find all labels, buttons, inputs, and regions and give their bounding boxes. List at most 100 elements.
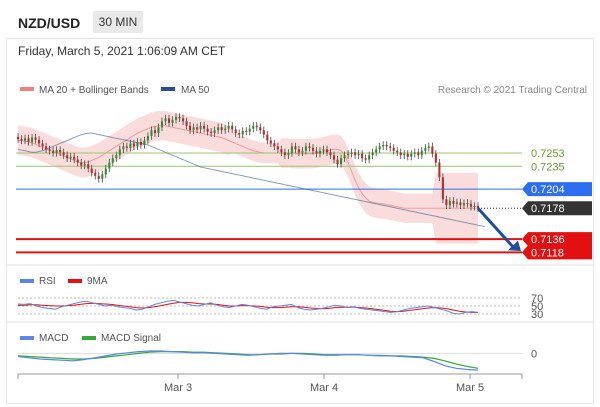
candle <box>350 152 353 154</box>
candle <box>403 153 406 156</box>
candle <box>378 146 381 150</box>
candle <box>340 158 343 165</box>
timeframe-badge[interactable]: 30 MIN <box>93 11 143 33</box>
candle <box>290 146 293 154</box>
candle <box>55 150 58 154</box>
candle <box>301 150 304 153</box>
candle <box>273 143 276 147</box>
candle <box>132 143 135 147</box>
legend-macd-swatch <box>20 336 34 340</box>
candle <box>234 129 237 134</box>
candle <box>325 149 329 153</box>
candle <box>129 143 132 148</box>
candle <box>174 116 178 120</box>
candle <box>476 206 480 209</box>
candle <box>420 150 423 156</box>
candle <box>192 127 195 131</box>
candle <box>111 158 114 163</box>
candle <box>189 125 192 131</box>
candle <box>238 133 241 135</box>
candle <box>118 149 121 156</box>
candle <box>125 146 128 148</box>
level-badge-5 <box>522 245 592 260</box>
candle <box>224 128 227 131</box>
legend-ma50-swatch <box>161 87 175 91</box>
projection-arrow-head <box>508 240 521 251</box>
candle <box>297 149 300 153</box>
candle <box>104 168 107 175</box>
macd-tick-label: 0 <box>531 348 537 360</box>
rsi-tick-label: 50 <box>531 301 543 313</box>
candle <box>210 131 213 134</box>
candle <box>143 140 146 145</box>
candle <box>206 128 209 132</box>
candle <box>434 153 437 163</box>
candle <box>413 152 416 154</box>
level-label-2: 0.7204 <box>531 184 565 196</box>
legend-rsi-label: RSI <box>39 276 56 287</box>
candle <box>259 127 262 131</box>
candle <box>59 150 62 153</box>
timestamp: Friday, March 5, 2021 1:06:09 AM CET <box>18 44 226 58</box>
legend-rsi-swatch <box>20 279 34 283</box>
candle <box>157 127 160 134</box>
candle <box>231 125 234 130</box>
candle <box>459 202 462 206</box>
legend-macd-signal-swatch <box>82 336 96 340</box>
ma20-line <box>18 125 478 209</box>
candle <box>73 156 76 160</box>
candle <box>354 152 357 156</box>
candle <box>469 203 473 207</box>
candle <box>473 206 476 208</box>
candle <box>217 127 220 131</box>
macd-signal-line <box>17 351 479 369</box>
candle <box>262 130 265 135</box>
candle <box>424 147 427 151</box>
candle <box>199 125 202 130</box>
candle <box>406 153 409 157</box>
candle <box>94 172 97 176</box>
candle <box>399 152 402 156</box>
macd-panel: 0 <box>17 348 537 371</box>
candle <box>164 118 167 122</box>
candle <box>392 147 395 151</box>
candle <box>427 146 430 148</box>
candle <box>171 119 174 123</box>
projection-arrow <box>476 207 516 250</box>
legend-macd-signal-label: MACD Signal <box>101 333 161 344</box>
candle <box>269 140 272 144</box>
candle <box>31 137 34 142</box>
rsi-tick-label: 70 <box>531 293 543 305</box>
candle <box>311 147 315 151</box>
symbol-title: NZD/USD <box>18 15 81 31</box>
candle <box>48 149 51 151</box>
candle <box>146 136 149 141</box>
candle <box>23 138 27 141</box>
candle <box>347 153 350 156</box>
candle <box>455 202 458 204</box>
legend-ma50-label: MA 50 <box>181 85 210 96</box>
x-tick-label: Mar 3 <box>164 382 192 394</box>
candle <box>69 156 72 159</box>
candle <box>153 130 156 134</box>
candle <box>83 164 86 166</box>
chart-header: NZD/USD 30 MIN <box>6 6 594 39</box>
level-badge-2 <box>522 182 592 197</box>
candle <box>20 139 23 141</box>
candle <box>41 143 44 147</box>
candle <box>382 144 385 147</box>
legend-bollinger-label: MA 20 + Bollinger Bands <box>39 85 149 96</box>
macd-line <box>17 350 479 371</box>
level-label-4: 0.7136 <box>531 234 565 246</box>
candle <box>97 175 100 179</box>
candle <box>364 158 367 160</box>
candle <box>276 146 279 150</box>
candle <box>90 168 93 173</box>
candle <box>66 155 69 159</box>
candle <box>16 136 20 140</box>
candle <box>417 152 420 156</box>
candle <box>167 118 171 123</box>
candle <box>438 162 441 178</box>
candle <box>294 146 297 150</box>
